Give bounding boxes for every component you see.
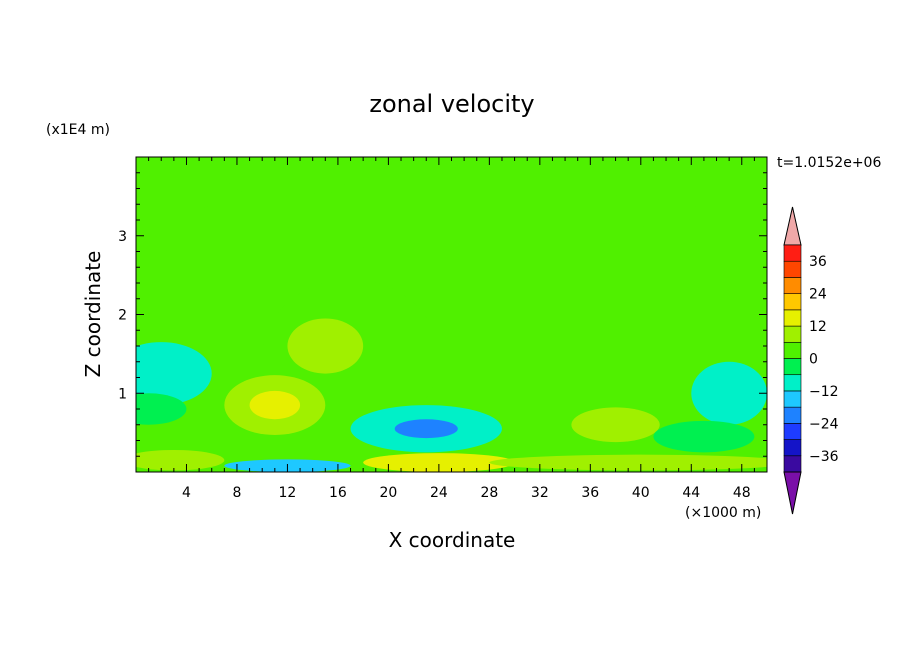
colorbar-swatch [783, 277, 802, 294]
contour-plot-area [135, 156, 768, 473]
colorbar-tick-label: 24 [809, 287, 827, 303]
contour-region [136, 342, 212, 406]
x-tick-label: 48 [733, 485, 751, 501]
colorbar-swatch [783, 293, 802, 311]
x-tick-label: 8 [232, 485, 241, 501]
colorbar-swatch [783, 374, 802, 392]
colorbar-swatch [783, 244, 802, 262]
colorbar-swatch [783, 309, 802, 327]
x-tick-label: 28 [480, 485, 498, 501]
colorbar-swatch [783, 260, 802, 278]
x-tick-label: 44 [682, 485, 700, 501]
x-axis: 4 8 12 16 20 24 28 32 36 40 44 48 [148, 157, 755, 501]
colorbar-swatch [783, 423, 802, 440]
y-tick-label: 2 [118, 308, 127, 324]
colorbar-swatch [783, 358, 802, 376]
contour-region [199, 190, 704, 235]
x-tick-label: 12 [279, 485, 297, 501]
colorbar: 36 24 12 0 −12 −24 −36 [783, 206, 839, 515]
x-tick-label: 16 [329, 485, 347, 501]
contour-field [136, 157, 767, 472]
colorbar-tick-label: 0 [809, 352, 818, 368]
colorbar-swatch [783, 406, 802, 424]
colorbar-arrow-top [783, 206, 802, 246]
contour-region [136, 393, 187, 425]
colorbar-swatch [783, 341, 802, 359]
x-tick-label: 20 [379, 485, 397, 501]
x-tick-label: 32 [531, 485, 549, 501]
contour-region [161, 239, 364, 256]
colorbar-swatch [783, 439, 802, 457]
y-tick-label: 1 [118, 386, 127, 402]
x-tick-label: 24 [430, 485, 448, 501]
contour-region [224, 157, 351, 201]
contour-region [136, 449, 225, 471]
y-axis-label: Z coordinate [81, 251, 105, 378]
contour-region [571, 407, 660, 443]
colorbar-swatch [783, 455, 802, 473]
contour-region [691, 361, 767, 425]
colorbar-tick-label: −36 [809, 449, 839, 465]
x-tick-label: 4 [182, 485, 191, 501]
contour-region [394, 419, 458, 439]
x-tick-label: 40 [632, 485, 650, 501]
colorbar-arrow-bottom [783, 471, 802, 515]
y-unit-label: (x1E4 m) [46, 122, 110, 138]
contour-region [489, 454, 767, 471]
x-axis-label: X coordinate [389, 528, 516, 552]
contour-region [363, 453, 515, 472]
colorbar-tick-label: 36 [809, 254, 827, 270]
chart-title: zonal velocity [369, 90, 534, 118]
y-axis: 1 2 3 [118, 172, 767, 457]
colorbar-swatch [783, 390, 802, 408]
x-tick-label: 36 [581, 485, 599, 501]
colorbar-tick-label: 12 [809, 319, 827, 335]
contour-region [653, 420, 755, 453]
colorbar-tick-label: −24 [809, 416, 839, 432]
colorbar-tick-label: −12 [809, 384, 839, 400]
time-annotation: t=1.0152e+06 [777, 155, 881, 171]
contour-region [287, 318, 364, 374]
y-tick-label: 3 [118, 229, 127, 245]
colorbar-swatch [783, 325, 802, 343]
contour-region [249, 390, 301, 420]
x-unit-label: (×1000 m) [685, 505, 761, 521]
